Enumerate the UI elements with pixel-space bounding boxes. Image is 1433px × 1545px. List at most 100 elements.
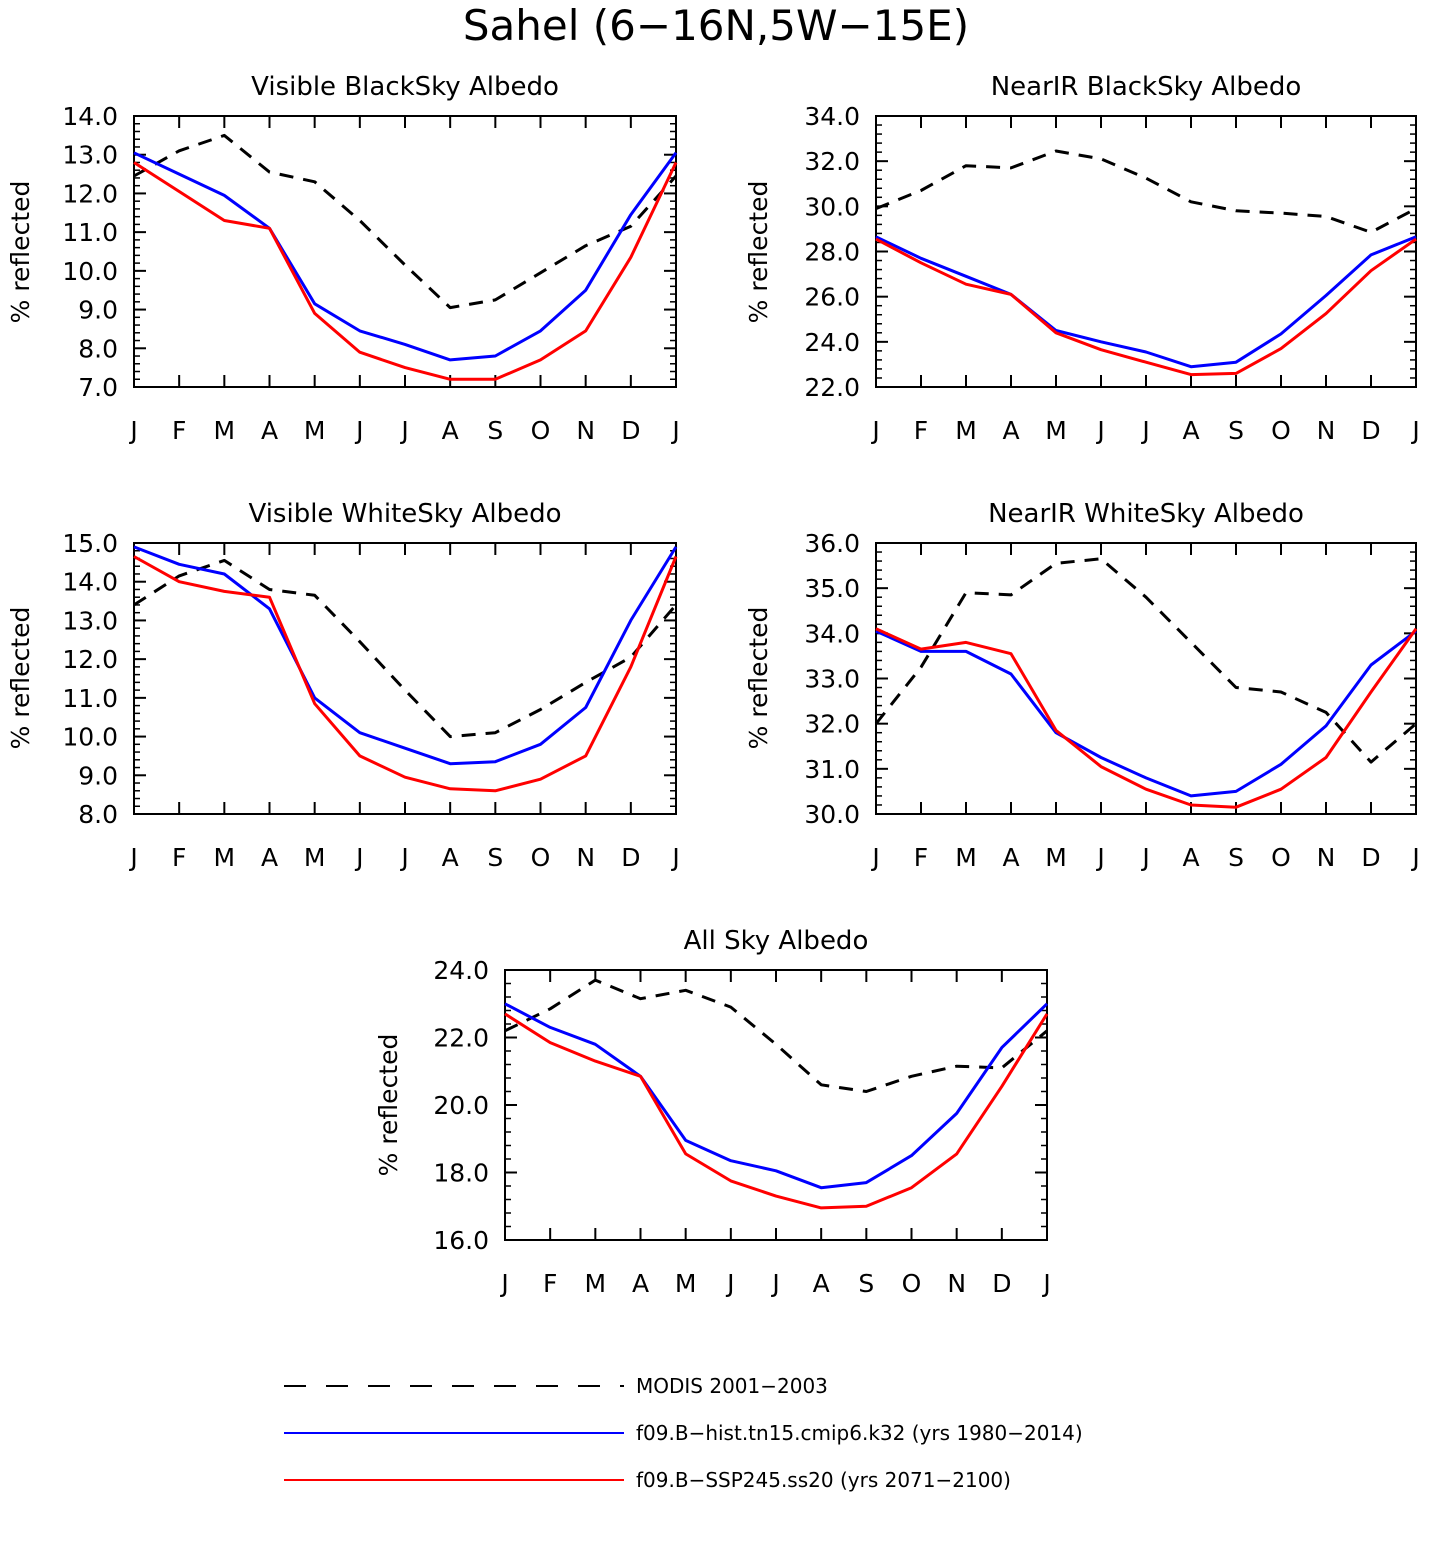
x-tick-label: M [214, 416, 236, 445]
y-axis-label: % reflected [374, 1034, 403, 1177]
y-tick-label: 7.0 [78, 373, 118, 402]
panel-title: Visible WhiteSky Albedo [248, 499, 561, 529]
series-line-hist [133, 545, 678, 766]
y-tick-label: 24.0 [433, 956, 489, 985]
y-tick-label: 12.0 [62, 179, 118, 208]
x-tick-label: A [1002, 416, 1019, 445]
x-tick-label: J [354, 843, 363, 872]
x-tick-label: N [1317, 843, 1336, 872]
x-tick-label: S [858, 1269, 874, 1298]
x-tick-label: O [531, 843, 551, 872]
x-tick-label: N [576, 416, 595, 445]
x-tick-label: F [172, 843, 186, 872]
x-tick-label: S [1228, 843, 1244, 872]
panel-title: Visible BlackSky Albedo [251, 72, 559, 102]
x-tick-label: F [543, 1269, 557, 1298]
panel-title: NearIR BlackSky Albedo [991, 72, 1302, 102]
plot-frame [875, 115, 1417, 388]
x-tick-label: M [675, 1269, 697, 1298]
legend-label-hist: f09.B−hist.tn15.cmip6.k32 (yrs 1980−2014… [636, 1421, 1083, 1445]
y-tick-label: 22.0 [433, 1024, 489, 1053]
x-tick-label: A [1002, 843, 1019, 872]
x-tick-label: D [1361, 843, 1380, 872]
y-tick-label: 14.0 [62, 568, 118, 597]
y-tick-label: 8.0 [78, 800, 118, 829]
x-tick-label: S [487, 416, 503, 445]
x-tick-label: J [354, 416, 363, 445]
series-line-ssp [504, 1012, 1049, 1210]
series-line-ssp [875, 627, 1418, 809]
x-tick-label: M [955, 843, 977, 872]
x-tick-label: M [214, 843, 236, 872]
y-tick-label: 24.0 [804, 328, 860, 357]
x-tick-label: O [902, 1269, 922, 1298]
x-tick-label: A [261, 416, 278, 445]
panel-title: All Sky Albedo [684, 926, 869, 956]
y-axis-label: % reflected [744, 181, 773, 324]
series-line-hist [133, 151, 678, 362]
x-tick-label: F [914, 843, 928, 872]
y-tick-label: 13.0 [62, 141, 118, 170]
y-tick-label: 16.0 [433, 1226, 489, 1255]
y-tick-label: 13.0 [62, 606, 118, 635]
series-line-ssp [133, 161, 678, 381]
x-tick-label: A [1182, 416, 1199, 445]
legend-label-modis: MODIS 2001−2003 [636, 1374, 828, 1398]
x-tick-label: D [992, 1269, 1011, 1298]
x-tick-label: N [1317, 416, 1336, 445]
y-tick-label: 9.0 [78, 296, 118, 325]
x-tick-label: F [172, 416, 186, 445]
y-tick-label: 15.0 [62, 529, 118, 558]
x-tick-label: O [1271, 416, 1291, 445]
series-line-modis [504, 978, 1048, 1093]
x-tick-label: M [1045, 843, 1067, 872]
x-tick-label: M [955, 416, 977, 445]
series-line-modis [133, 558, 678, 739]
panel-title: NearIR WhiteSky Albedo [988, 499, 1304, 529]
x-tick-label: A [261, 843, 278, 872]
y-tick-label: 20.0 [433, 1091, 489, 1120]
y-axis-label: % reflected [744, 607, 773, 750]
y-tick-label: 8.0 [78, 334, 118, 363]
x-tick-label: J [1140, 416, 1149, 445]
x-tick-label: A [442, 416, 459, 445]
x-tick-label: D [1361, 416, 1380, 445]
y-tick-label: 22.0 [804, 373, 860, 402]
series-line-hist [875, 235, 1417, 369]
x-tick-label: J [1095, 843, 1104, 872]
plot-frame [875, 542, 1417, 815]
y-tick-label: 35.0 [804, 574, 860, 603]
x-tick-label: M [304, 843, 326, 872]
x-tick-label: J [128, 416, 137, 445]
x-tick-label: S [1228, 416, 1244, 445]
y-tick-label: 14.0 [62, 102, 118, 131]
y-tick-label: 33.0 [804, 665, 860, 694]
y-tick-label: 18.0 [433, 1159, 489, 1188]
plot-frame [504, 969, 1048, 1241]
series-line-modis [875, 149, 1417, 234]
y-tick-label: 36.0 [804, 529, 860, 558]
x-tick-label: J [670, 843, 679, 872]
x-tick-label: S [487, 843, 503, 872]
y-axis-label: % reflected [6, 181, 35, 324]
series-line-hist [504, 1002, 1049, 1190]
x-tick-label: J [670, 416, 679, 445]
x-tick-label: D [621, 843, 640, 872]
x-tick-label: M [585, 1269, 607, 1298]
series-line-ssp [875, 237, 1417, 377]
x-tick-label: J [770, 1269, 779, 1298]
x-tick-label: J [1140, 843, 1149, 872]
x-tick-label: O [531, 416, 551, 445]
series-line-modis [133, 133, 678, 310]
y-tick-label: 34.0 [804, 102, 860, 131]
y-axis-label: % reflected [6, 607, 35, 750]
x-tick-label: J [1095, 416, 1104, 445]
series-line-ssp [133, 555, 678, 793]
x-tick-label: J [870, 416, 879, 445]
